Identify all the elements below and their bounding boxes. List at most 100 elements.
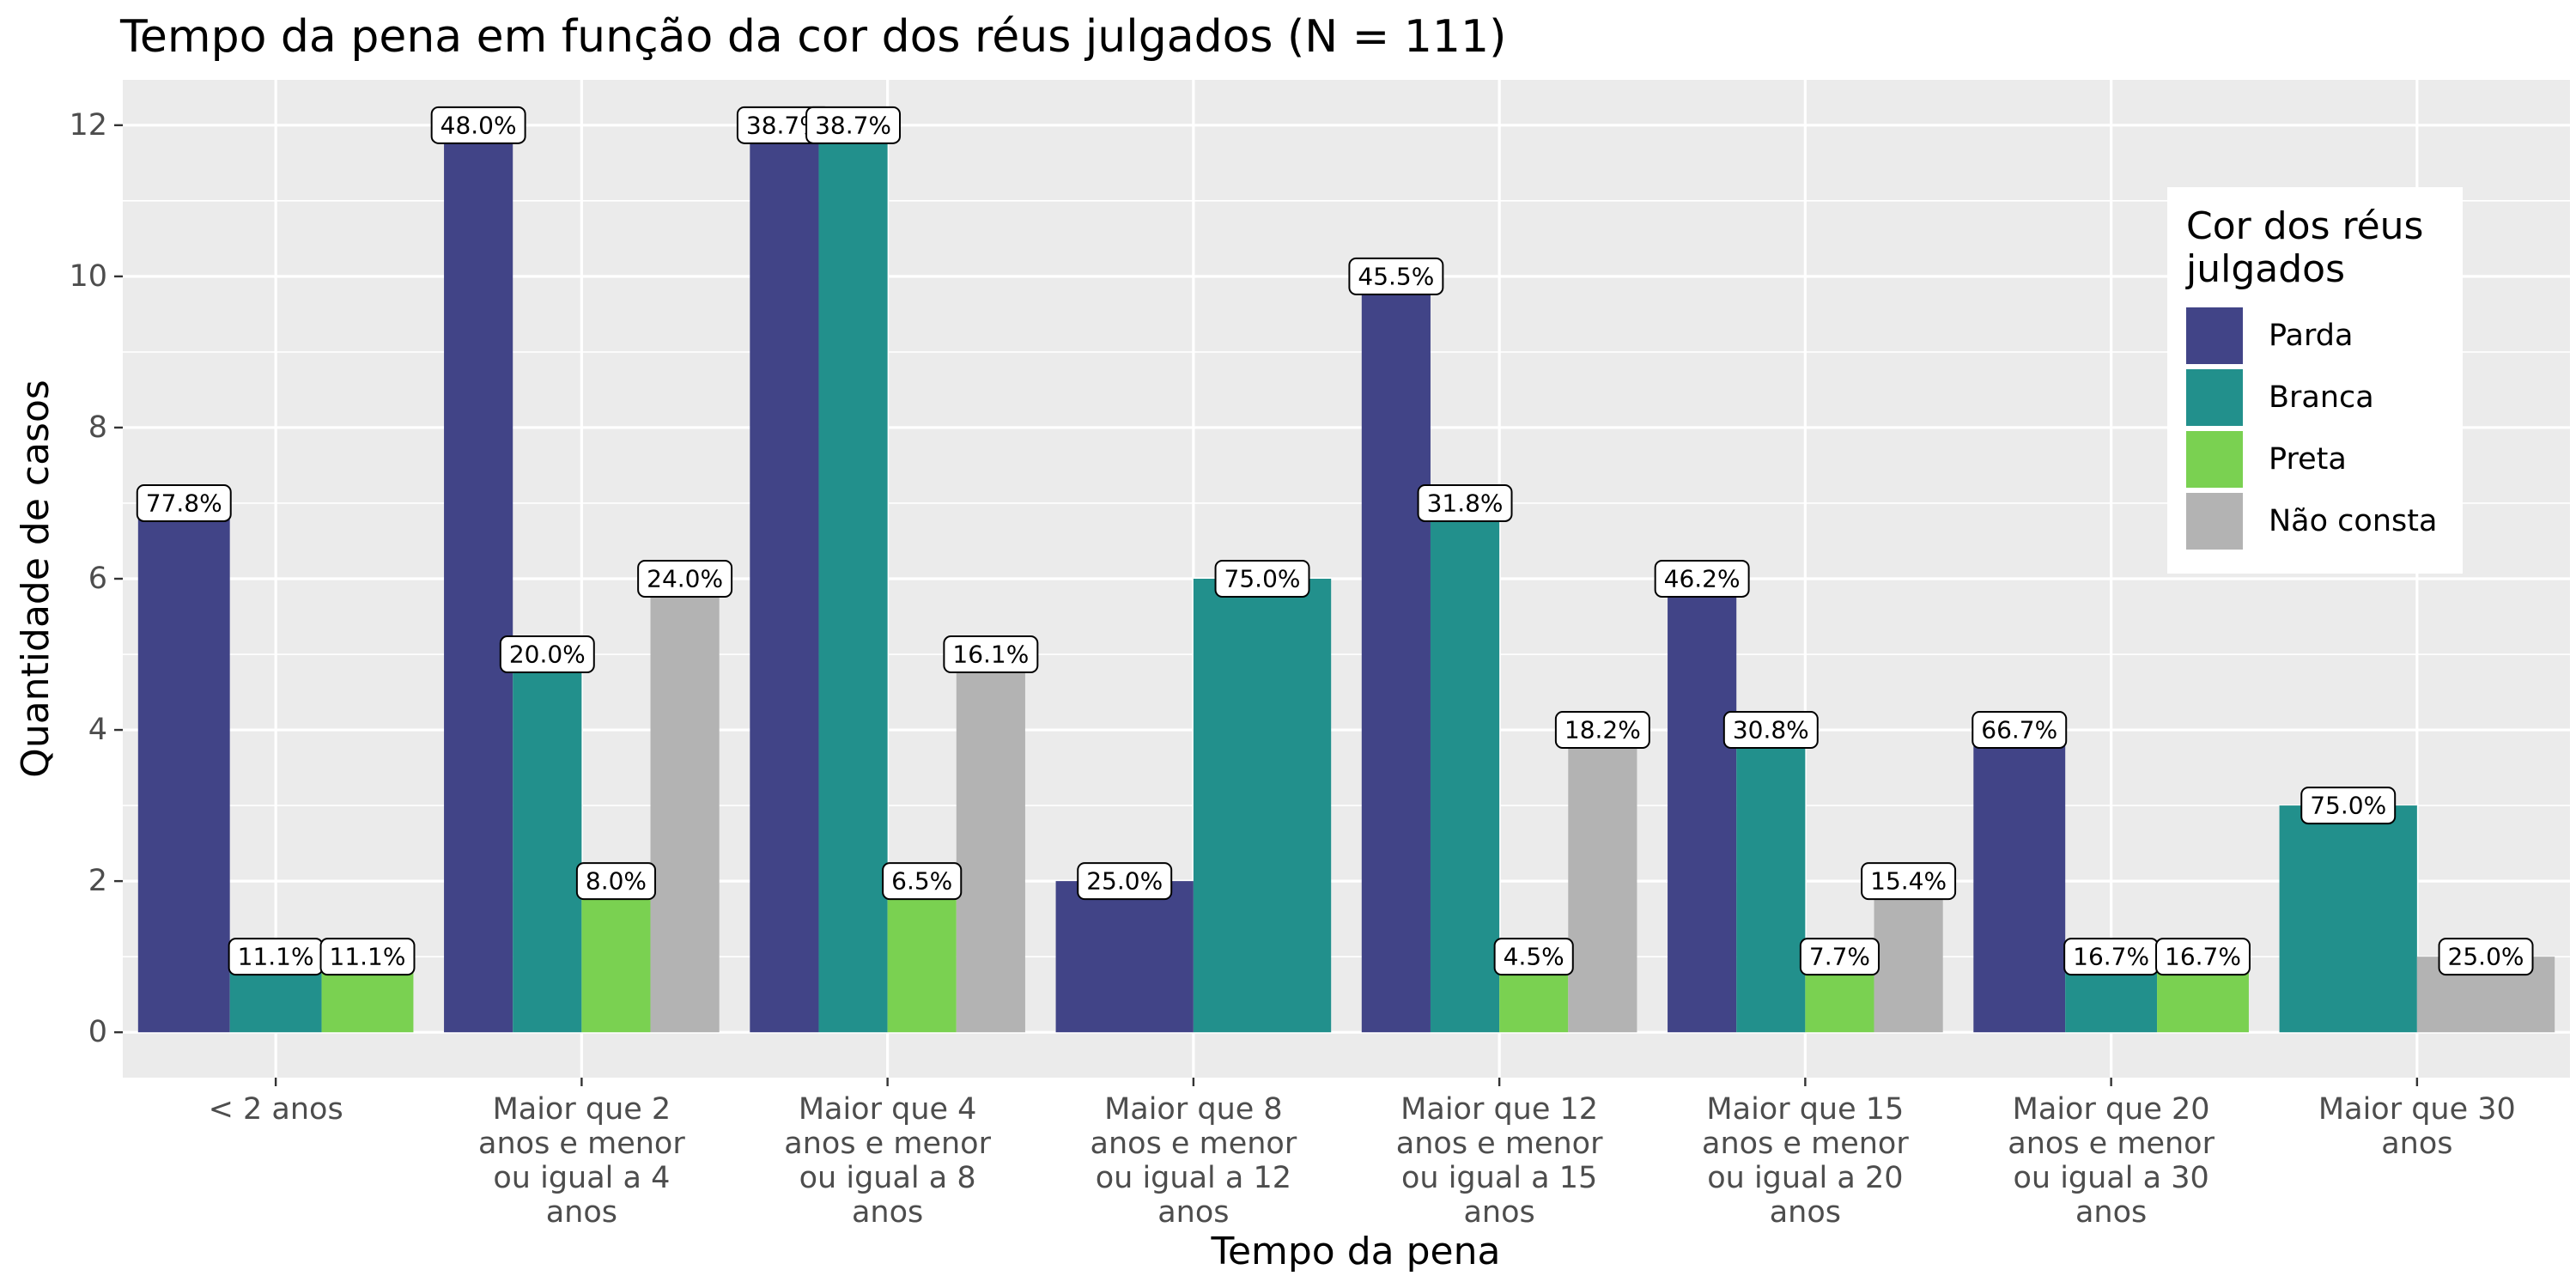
data-label-box (637, 560, 733, 598)
bar (444, 125, 513, 1033)
data-label-text: 77.8% (146, 489, 222, 517)
data-label: 18.2% (1554, 711, 1650, 750)
data-label-box (1861, 862, 1957, 901)
x-axis-title: Tempo da pena (1211, 1230, 1501, 1273)
x-tick-label: Maior que 20 anos e menor ou igual a 30 ano… (2008, 1092, 2215, 1230)
data-label: 11.1% (319, 938, 416, 976)
data-label: 30.8% (1722, 711, 1819, 750)
data-label-text: 25.0% (1086, 867, 1163, 896)
legend-item: Branca (2186, 369, 2374, 426)
bar (1874, 881, 1943, 1033)
data-label-text: 7.7% (1809, 943, 1870, 971)
bar (1055, 881, 1194, 1033)
bar (1973, 730, 2066, 1033)
bar (1668, 579, 1737, 1033)
data-label-text: 4.5% (1504, 943, 1564, 971)
x-tick-label: Maior que 4 anos e menor ou igual a 8 anos (784, 1092, 991, 1230)
data-label-box (1214, 560, 1310, 598)
data-label-box (2155, 938, 2251, 976)
chart-title: Tempo da pena em função da cor dos réus … (119, 11, 1506, 63)
x-tick-label-line: anos (1463, 1195, 1534, 1230)
data-label: 31.8% (1417, 483, 1513, 522)
data-label-text: 16.7% (2073, 943, 2149, 971)
legend-label: Branca (2269, 380, 2374, 415)
bar (887, 881, 957, 1033)
y-axis-title: Quantidade de casos (14, 380, 58, 778)
x-tick-label: Maior que 2 anos e menor ou igual a 4 anos (478, 1092, 685, 1230)
plot-area: 77.8% 11.1% 11.1% 48.0% 20.0% 8.0% 24.0% 38.7% 3… (69, 80, 2570, 1230)
bar (750, 125, 819, 1033)
x-tick-label-line: anos e menor (2008, 1127, 2215, 1161)
x-tick-label-line: anos (2381, 1127, 2452, 1161)
data-label-box (1971, 711, 2068, 750)
data-label-text: 25.0% (2448, 943, 2524, 971)
legend: Cor dos réus julgados Parda Branca Preta Não … (2167, 187, 2463, 574)
data-label: 45.5% (1348, 257, 1444, 295)
data-label: 8.0% (575, 862, 657, 901)
data-label-box (1654, 560, 1750, 598)
x-tick-label-line: anos e menor (1396, 1127, 1603, 1161)
bar (956, 654, 1025, 1033)
bar (818, 125, 888, 1033)
legend-key (2186, 431, 2243, 488)
data-label: 16.7% (2063, 938, 2160, 976)
data-label-box (943, 635, 1039, 674)
bar (137, 502, 230, 1033)
bar (513, 654, 582, 1033)
data-label-text: 11.1% (330, 943, 406, 971)
legend-label: Não consta (2269, 504, 2437, 538)
x-tick-label-line: anos e menor (1702, 1127, 1909, 1161)
data-label: 24.0% (637, 560, 733, 598)
x-tick-label-line: < 2 anos (209, 1092, 343, 1127)
x-tick-label: Maior que 8 anos e menor ou igual a 12 anos (1091, 1092, 1297, 1230)
x-tick-label: Maior que 30 anos (2318, 1092, 2516, 1161)
legend-item: Preta (2186, 431, 2347, 488)
data-label-text: 48.0% (440, 111, 517, 139)
data-label: 46.2% (1654, 560, 1750, 598)
x-tick-label: Maior que 15 anos e menor ou igual a 20 ano… (1702, 1092, 1909, 1230)
data-label-text: 46.2% (1664, 565, 1741, 593)
data-label: 7.7% (1799, 938, 1880, 976)
bar (1430, 502, 1500, 1033)
y-tick-label: 12 (69, 108, 107, 143)
x-tick-label-line: anos e menor (478, 1127, 685, 1161)
legend-item: Não consta (2186, 493, 2437, 550)
data-label-box (1493, 938, 1574, 976)
data-label-box (2300, 787, 2397, 825)
legend-key (2186, 369, 2243, 426)
data-label: 25.0% (2438, 938, 2534, 976)
data-label-box (1348, 257, 1444, 295)
legend-item: Parda (2186, 307, 2353, 364)
x-tick-label-line: ou igual a 12 (1096, 1161, 1291, 1195)
x-tick-label-line: anos (1157, 1195, 1229, 1230)
y-tick-label: 10 (69, 259, 107, 294)
data-label-text: 16.1% (952, 641, 1029, 669)
x-tick-label-line: anos e menor (784, 1127, 991, 1161)
data-label-box (805, 106, 902, 144)
x-tick-label-line: Maior que 2 (493, 1092, 671, 1127)
data-label: 16.7% (2155, 938, 2251, 976)
x-tick-label: < 2 anos (209, 1092, 343, 1127)
data-label-box (882, 862, 963, 901)
legend-label: Parda (2269, 319, 2353, 353)
x-tick-label-line: anos (1770, 1195, 1841, 1230)
bar (1193, 579, 1332, 1033)
x-tick-label-line: Maior que 8 (1104, 1092, 1283, 1127)
bar (1361, 276, 1431, 1033)
x-tick-label-line: Maior que 30 (2318, 1092, 2516, 1127)
data-label-box (1417, 483, 1513, 522)
bar (650, 579, 720, 1033)
x-tick-label-line: ou igual a 20 (1707, 1161, 1903, 1195)
data-label-text: 75.0% (2310, 792, 2386, 820)
data-label-text: 16.7% (2165, 943, 2241, 971)
y-tick-label: 8 (88, 410, 107, 445)
data-label-text: 18.2% (1564, 716, 1641, 744)
data-label-box (136, 483, 232, 522)
legend-key (2186, 493, 2243, 550)
legend-key (2186, 307, 2243, 364)
data-label-text: 66.7% (1981, 716, 2057, 744)
bar (1736, 730, 1806, 1033)
y-tick-label: 6 (88, 562, 107, 596)
x-tick-label-line: ou igual a 4 (493, 1161, 670, 1195)
